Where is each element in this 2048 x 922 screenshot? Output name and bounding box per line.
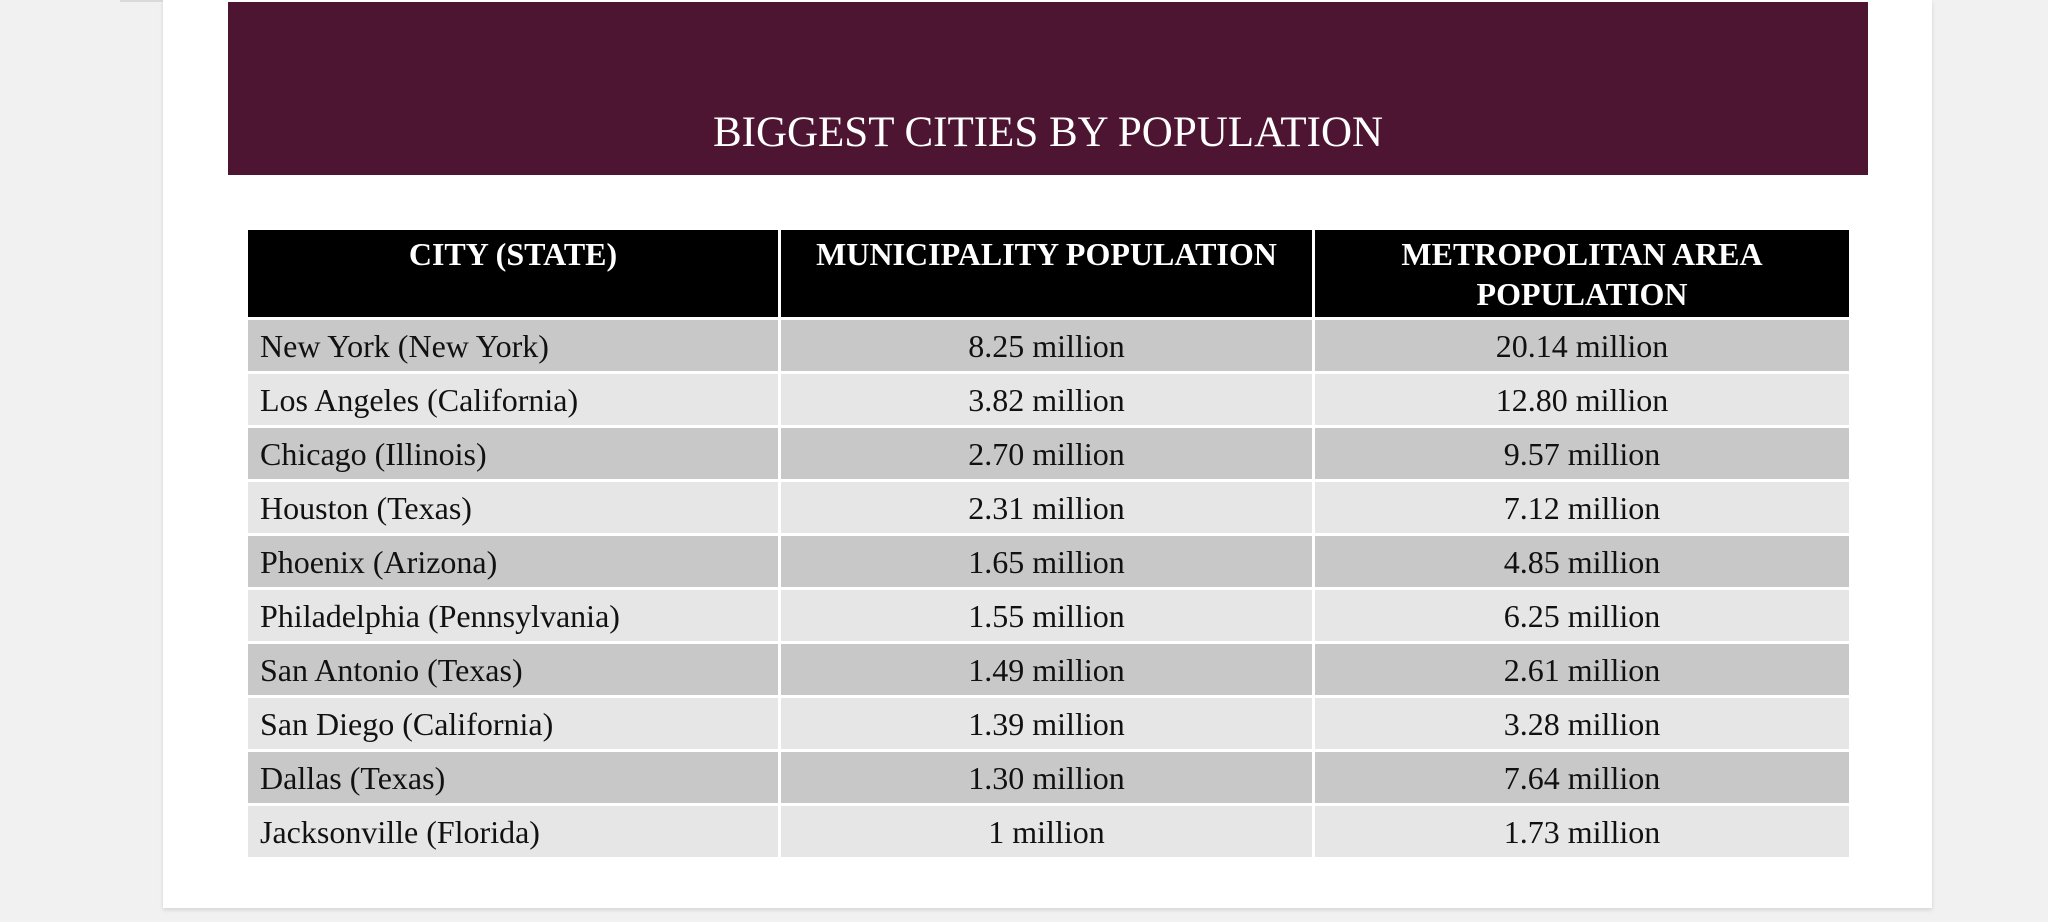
municipality-population-cell: 8.25 million <box>781 320 1315 374</box>
table-row: Chicago (Illinois) 2.70 million 9.57 mil… <box>248 428 1849 482</box>
municipality-population-cell: 1.65 million <box>781 536 1315 590</box>
city-cell: Houston (Texas) <box>248 482 781 536</box>
table-row: New York (New York) 8.25 million 20.14 m… <box>248 320 1849 374</box>
metropolitan-population-cell: 7.64 million <box>1315 752 1849 806</box>
metropolitan-population-cell: 1.73 million <box>1315 806 1849 860</box>
table-row: San Diego (California) 1.39 million 3.28… <box>248 698 1849 752</box>
table-row: Phoenix (Arizona) 1.65 million 4.85 mill… <box>248 536 1849 590</box>
page-title: BIGGEST CITIES BY POPULATION <box>712 109 1384 156</box>
metropolitan-population-cell: 2.61 million <box>1315 644 1849 698</box>
municipality-population-cell: 1.49 million <box>781 644 1315 698</box>
city-cell: San Antonio (Texas) <box>248 644 781 698</box>
municipality-population-cell: 1.30 million <box>781 752 1315 806</box>
document-page: BIGGEST CITIES BY POPULATION CITY (STATE… <box>163 0 1932 908</box>
municipality-population-cell: 1.55 million <box>781 590 1315 644</box>
city-cell: San Diego (California) <box>248 698 781 752</box>
table-row: Los Angeles (California) 3.82 million 12… <box>248 374 1849 428</box>
table-row: Houston (Texas) 2.31 million 7.12 millio… <box>248 482 1849 536</box>
metropolitan-population-cell: 6.25 million <box>1315 590 1849 644</box>
city-cell: Phoenix (Arizona) <box>248 536 781 590</box>
table-row: Jacksonville (Florida) 1 million 1.73 mi… <box>248 806 1849 860</box>
column-header-city: CITY (STATE) <box>248 230 781 320</box>
metropolitan-population-cell: 4.85 million <box>1315 536 1849 590</box>
city-cell: Dallas (Texas) <box>248 752 781 806</box>
municipality-population-cell: 3.82 million <box>781 374 1315 428</box>
metropolitan-population-cell: 3.28 million <box>1315 698 1849 752</box>
column-header-municipality-population: MUNICIPALITY POPULATION <box>781 230 1315 320</box>
metropolitan-population-cell: 20.14 million <box>1315 320 1849 374</box>
city-cell: Chicago (Illinois) <box>248 428 781 482</box>
title-banner: BIGGEST CITIES BY POPULATION <box>228 2 1868 175</box>
column-header-metropolitan-population: METROPOLITAN AREA POPULATION <box>1315 230 1849 320</box>
table-header-row: CITY (STATE) MUNICIPALITY POPULATION MET… <box>248 230 1849 320</box>
metropolitan-population-cell: 12.80 million <box>1315 374 1849 428</box>
city-cell: Jacksonville (Florida) <box>248 806 781 860</box>
municipality-population-cell: 1.39 million <box>781 698 1315 752</box>
table-row: Dallas (Texas) 1.30 million 7.64 million <box>248 752 1849 806</box>
table-row: Philadelphia (Pennsylvania) 1.55 million… <box>248 590 1849 644</box>
table-row: San Antonio (Texas) 1.49 million 2.61 mi… <box>248 644 1849 698</box>
city-cell: Philadelphia (Pennsylvania) <box>248 590 781 644</box>
metropolitan-population-cell: 9.57 million <box>1315 428 1849 482</box>
metropolitan-population-cell: 7.12 million <box>1315 482 1849 536</box>
municipality-population-cell: 2.31 million <box>781 482 1315 536</box>
population-table: CITY (STATE) MUNICIPALITY POPULATION MET… <box>248 230 1849 860</box>
municipality-population-cell: 1 million <box>781 806 1315 860</box>
municipality-population-cell: 2.70 million <box>781 428 1315 482</box>
city-cell: New York (New York) <box>248 320 781 374</box>
city-cell: Los Angeles (California) <box>248 374 781 428</box>
